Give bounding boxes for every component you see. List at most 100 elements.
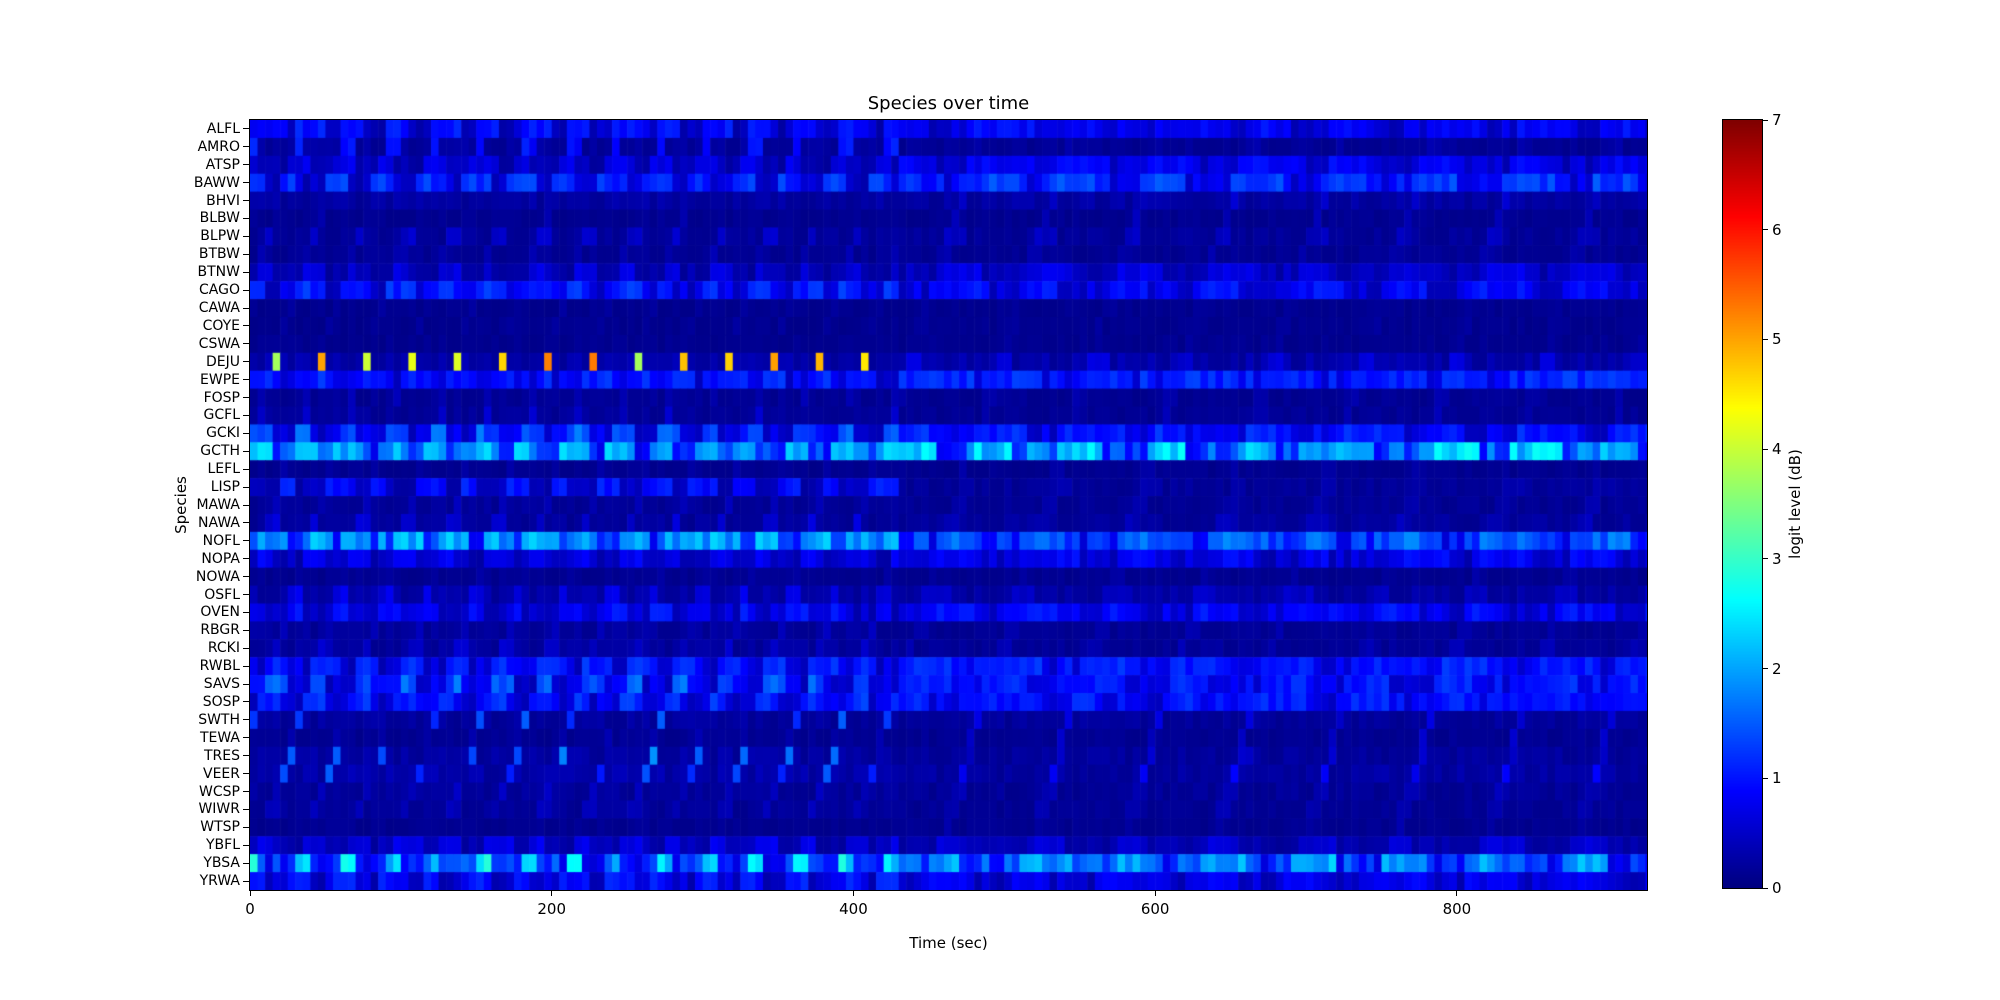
y-tick-label: BLBW <box>199 210 240 227</box>
y-tick-mark <box>243 701 249 703</box>
y-tick-mark <box>243 343 249 345</box>
y-tick-mark <box>243 450 249 452</box>
y-tick-label: GCFL <box>203 407 240 424</box>
y-tick-mark <box>243 522 249 524</box>
y-tick-mark <box>243 397 249 399</box>
colorbar-tick-label: 5 <box>1772 330 1782 349</box>
y-tick-label: YBSA <box>203 855 240 872</box>
colorbar-tick-label: 6 <box>1772 220 1782 239</box>
y-tick-label: MAWA <box>196 497 240 513</box>
y-tick-mark <box>243 862 249 864</box>
y-tick-label: GCTH <box>200 443 240 460</box>
y-tick-mark <box>243 146 249 148</box>
y-tick-label: ALFL <box>206 120 240 137</box>
y-tick-mark <box>243 665 249 667</box>
x-tick-mark <box>1456 890 1458 896</box>
y-tick-mark <box>243 128 249 130</box>
colorbar-tick-mark <box>1763 777 1768 779</box>
y-tick-label: YBFL <box>205 837 240 854</box>
y-tick-label: DEJU <box>205 353 240 370</box>
y-tick-label: OVEN <box>200 604 240 621</box>
x-tick-label: 800 <box>1442 900 1472 918</box>
y-tick-label: VEER <box>203 765 240 782</box>
y-tick-label: SOSP <box>202 693 240 710</box>
y-tick-mark <box>243 773 249 775</box>
y-tick-mark <box>243 808 249 810</box>
y-tick-label: NOFL <box>202 532 240 549</box>
y-tick-mark <box>243 594 249 596</box>
y-tick-label: BHVI <box>206 192 240 209</box>
y-tick-label: NOWA <box>195 568 240 585</box>
colorbar-tick-label: 1 <box>1772 769 1782 788</box>
colorbar-tick-label: 3 <box>1772 549 1782 568</box>
y-tick-mark <box>243 683 249 685</box>
y-tick-mark <box>243 164 249 166</box>
y-tick-mark <box>243 235 249 237</box>
y-tick-mark <box>243 200 249 202</box>
y-tick-label: AMRO <box>197 138 240 155</box>
y-tick-mark <box>243 414 249 416</box>
colorbar-tick-mark <box>1763 119 1768 121</box>
y-tick-label: BTBW <box>198 246 240 263</box>
y-tick-label: CAWA <box>198 300 240 317</box>
colorbar-tick-label: 2 <box>1772 659 1782 678</box>
y-tick-mark <box>243 880 249 882</box>
y-tick-label: TRES <box>203 747 240 764</box>
x-tick-label: 200 <box>537 900 567 918</box>
y-tick-label: LEFL <box>207 461 241 478</box>
y-tick-mark <box>243 217 249 219</box>
y-tick-mark <box>243 432 249 434</box>
y-tick-label: COYE <box>202 317 240 334</box>
y-tick-mark <box>243 719 249 721</box>
chart-title: Species over time <box>867 93 1030 114</box>
y-tick-label: CAGO <box>199 282 240 299</box>
y-tick-label: EWPE <box>200 371 240 388</box>
y-tick-label: OSFL <box>204 586 240 603</box>
y-tick-label: ATSP <box>205 156 240 173</box>
colorbar-label: logit level (dB) <box>1786 449 1804 559</box>
y-tick-mark <box>243 379 249 381</box>
colorbar-tick-mark <box>1763 558 1768 560</box>
y-tick-mark <box>243 844 249 846</box>
y-tick-mark <box>243 182 249 184</box>
colorbar-tick-label: 4 <box>1772 440 1782 459</box>
y-tick-mark <box>243 611 249 613</box>
y-tick-label: TEWA <box>199 729 240 746</box>
colorbar-tick-mark <box>1763 887 1768 889</box>
y-tick-label: CSWA <box>198 335 240 352</box>
y-tick-label: GCKI <box>206 425 240 442</box>
colorbar-tick-label: 7 <box>1772 111 1782 129</box>
y-tick-mark <box>243 755 249 757</box>
y-tick-mark <box>243 791 249 792</box>
x-tick-label: 0 <box>245 900 255 918</box>
x-tick-label: 600 <box>1140 900 1170 918</box>
y-tick-label: BAWW <box>193 174 240 191</box>
x-tick-mark <box>1154 890 1156 896</box>
y-tick-mark <box>243 558 249 560</box>
y-tick-mark <box>243 253 249 255</box>
y-tick-mark <box>243 486 249 488</box>
colorbar-tick-mark <box>1763 229 1768 231</box>
y-tick-mark <box>243 826 249 828</box>
x-axis-label: Time (sec) <box>909 934 988 952</box>
colorbar-tick-mark <box>1763 668 1768 670</box>
y-tick-label: NOPA <box>201 550 240 567</box>
y-tick-mark <box>243 271 249 273</box>
y-tick-label: LISP <box>210 479 240 496</box>
y-tick-mark <box>243 629 249 631</box>
y-tick-label: RCKI <box>207 640 240 657</box>
y-tick-mark <box>243 289 249 291</box>
y-tick-mark <box>243 540 249 542</box>
x-tick-label: 400 <box>839 900 868 918</box>
y-tick-label: YRWA <box>199 873 240 890</box>
y-tick-mark <box>243 504 249 506</box>
colorbar-tick-label: 0 <box>1772 879 1782 897</box>
y-tick-mark <box>243 647 249 649</box>
y-tick-label: WTSP <box>200 819 240 836</box>
y-tick-mark <box>243 576 249 578</box>
y-tick-label: BLPW <box>200 228 240 245</box>
x-tick-mark <box>852 890 854 896</box>
y-tick-label: NAWA <box>198 514 240 531</box>
y-tick-mark <box>243 307 249 309</box>
